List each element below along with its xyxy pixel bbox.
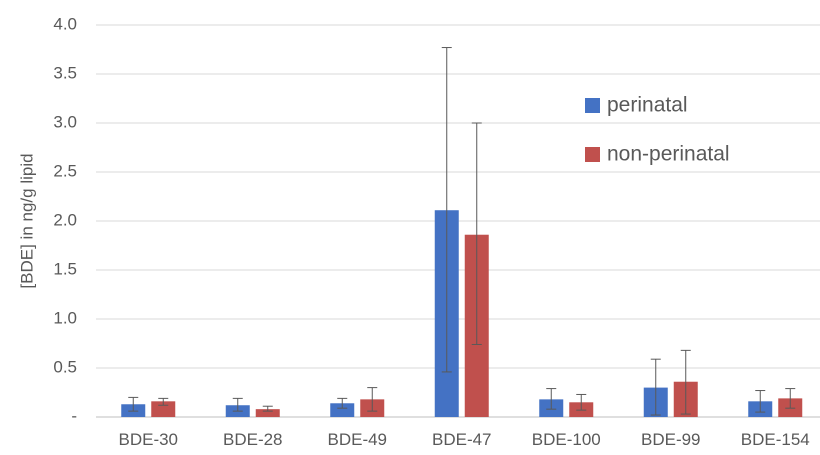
error-bar-non-perinatal-BDE-99 bbox=[680, 349, 691, 415]
error-bar-non-perinatal-BDE-154 bbox=[785, 388, 796, 409]
x-tick-label: BDE-30 bbox=[118, 430, 178, 449]
y-tick-label: 4.0 bbox=[53, 14, 77, 33]
x-tick-label: BDE-99 bbox=[641, 430, 701, 449]
legend-swatch-perinatal bbox=[585, 98, 600, 113]
legend-swatch-non-perinatal bbox=[585, 147, 600, 162]
bars bbox=[121, 210, 803, 417]
x-tick-label: BDE-28 bbox=[223, 430, 283, 449]
x-tick-label: BDE-47 bbox=[432, 430, 492, 449]
error-bar-perinatal-BDE-47 bbox=[441, 47, 452, 373]
error-bar-perinatal-BDE-49 bbox=[337, 397, 348, 409]
legend-label-non-perinatal: non-perinatal bbox=[607, 143, 730, 166]
x-axis-ticks: BDE-30 BDE-28 BDE-49 BDE-47 BDE-100 BDE-99 BDE… bbox=[118, 430, 809, 449]
error-bar-non-perinatal-BDE-28 bbox=[262, 405, 273, 412]
legend-label-perinatal: perinatal bbox=[607, 94, 688, 117]
error-bar-perinatal-BDE-28 bbox=[232, 397, 243, 412]
error-bar-perinatal-BDE-30 bbox=[128, 396, 139, 412]
y-tick-label: 3.0 bbox=[53, 112, 77, 131]
x-tick-label: BDE-49 bbox=[327, 430, 387, 449]
error-bar-non-perinatal-BDE-100 bbox=[576, 393, 587, 411]
bar-non-perinatal-BDE-28 bbox=[255, 409, 280, 417]
y-tick-label: 1.0 bbox=[53, 308, 77, 327]
error-bar-perinatal-BDE-154 bbox=[755, 390, 766, 413]
error-bar-non-perinatal-BDE-49 bbox=[367, 387, 378, 412]
bar-perinatal-BDE-49 bbox=[330, 403, 355, 417]
error-bar-perinatal-BDE-100 bbox=[546, 388, 557, 410]
y-tick-label: 0.5 bbox=[53, 357, 77, 376]
y-axis-label: [BDE] in ng/g lipid bbox=[17, 153, 36, 288]
error-bar-non-perinatal-BDE-30 bbox=[158, 397, 169, 406]
y-axis-ticks: - 0.5 1.0 1.5 2.0 2.5 3.0 3.5 4.0 bbox=[53, 14, 77, 425]
y-tick-label: 2.0 bbox=[53, 210, 77, 229]
y-tick-label: 2.5 bbox=[53, 161, 77, 180]
y-tick-label: - bbox=[71, 406, 77, 425]
bar-non-perinatal-BDE-30 bbox=[151, 401, 176, 417]
y-tick-label: 3.5 bbox=[53, 63, 77, 82]
error-bar-non-perinatal-BDE-47 bbox=[471, 122, 482, 345]
x-tick-label: BDE-100 bbox=[532, 430, 601, 449]
error-bars bbox=[128, 47, 796, 416]
x-tick-label: BDE-154 bbox=[741, 430, 810, 449]
legend: perinatal non-perinatal bbox=[585, 94, 730, 166]
error-bar-perinatal-BDE-99 bbox=[650, 358, 661, 416]
y-tick-label: 1.5 bbox=[53, 259, 77, 278]
